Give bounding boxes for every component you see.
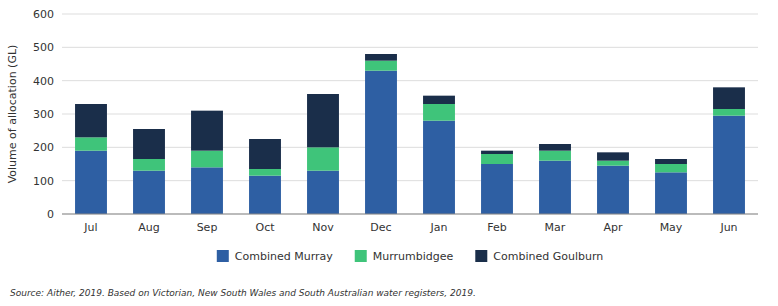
bar-segment bbox=[307, 94, 339, 147]
bar-segment bbox=[365, 71, 397, 214]
y-tick-label: 300 bbox=[33, 108, 54, 121]
bar-segment bbox=[655, 172, 687, 214]
grid bbox=[62, 14, 758, 214]
x-tick-label: Apr bbox=[603, 221, 623, 234]
bar-segment bbox=[365, 54, 397, 61]
bar-segment bbox=[481, 164, 513, 214]
x-tick-label: Feb bbox=[487, 221, 506, 234]
bar-segment bbox=[75, 104, 107, 137]
source-note: Source: Aither, 2019. Based on Victorian… bbox=[10, 288, 476, 298]
bar-segment bbox=[191, 111, 223, 151]
y-tick-label: 100 bbox=[33, 175, 54, 188]
bar-segment bbox=[539, 161, 571, 214]
legend-label: Murrumbidgee bbox=[373, 250, 454, 263]
legend-swatch bbox=[355, 250, 367, 262]
bar-segment bbox=[597, 161, 629, 166]
bar-segment bbox=[423, 96, 455, 104]
bar-segment bbox=[423, 121, 455, 214]
chart-container: 0 100 200 300 400 500 600 Volume of allocation … bbox=[0, 0, 778, 306]
bar-segment bbox=[191, 151, 223, 168]
x-tick-label: Dec bbox=[370, 221, 391, 234]
legend: Combined Murray Murrumbidgee Combined Goul… bbox=[217, 250, 603, 263]
x-tick-label: Nov bbox=[312, 221, 334, 234]
bar-segment bbox=[75, 151, 107, 214]
bar-segment bbox=[713, 109, 745, 116]
x-tick-label: May bbox=[660, 221, 683, 234]
grid-line bbox=[62, 147, 758, 148]
x-tick-label: Jan bbox=[430, 221, 448, 234]
bar-segment bbox=[539, 144, 571, 151]
legend-item: Combined Murray bbox=[217, 250, 333, 263]
bar-segment bbox=[191, 167, 223, 214]
bar-segment bbox=[133, 159, 165, 171]
bar-segment bbox=[481, 151, 513, 154]
legend-label: Combined Murray bbox=[235, 250, 333, 263]
bar-segment bbox=[133, 129, 165, 159]
legend-swatch bbox=[475, 250, 487, 262]
bar-segment bbox=[597, 166, 629, 214]
y-tick-label: 600 bbox=[33, 8, 54, 21]
grid-line bbox=[62, 114, 758, 115]
grid-line bbox=[62, 14, 758, 15]
legend-item: Combined Goulburn bbox=[475, 250, 603, 263]
bar-segment bbox=[423, 104, 455, 121]
bar-segment bbox=[307, 147, 339, 170]
bar-segment bbox=[655, 159, 687, 164]
x-axis-line bbox=[62, 214, 758, 215]
bar-segment bbox=[597, 152, 629, 160]
x-tick-label: Mar bbox=[545, 221, 566, 234]
bar-segment bbox=[713, 87, 745, 109]
bar-segment bbox=[133, 171, 165, 214]
bar-segment bbox=[481, 154, 513, 164]
x-tick-label: Sep bbox=[197, 221, 218, 234]
y-tick-label: 400 bbox=[33, 75, 54, 88]
bar-segment bbox=[365, 61, 397, 71]
bar-segment bbox=[713, 116, 745, 214]
bar-segment bbox=[249, 139, 281, 169]
x-tick-label: Jul bbox=[83, 221, 97, 234]
bar-segment bbox=[249, 169, 281, 176]
bar-segment bbox=[655, 164, 687, 172]
bar-segment bbox=[539, 151, 571, 161]
y-tick-label: 200 bbox=[33, 141, 54, 154]
grid-line bbox=[62, 180, 758, 181]
legend-label: Combined Goulburn bbox=[493, 250, 603, 263]
bar-segment bbox=[249, 176, 281, 214]
legend-swatch bbox=[217, 250, 229, 262]
x-tick-label: Aug bbox=[138, 221, 159, 234]
y-axis-label: Volume of allocation (GL) bbox=[6, 45, 19, 184]
x-tick-label: Jun bbox=[719, 221, 737, 234]
y-tick-label: 0 bbox=[47, 208, 54, 221]
grid-line bbox=[62, 47, 758, 48]
x-axis: Jul Aug Sep Oct Nov Dec Jan Feb Mar Apr May Jun bbox=[62, 214, 758, 234]
legend-item: Murrumbidgee bbox=[355, 250, 454, 263]
y-tick-label: 500 bbox=[33, 41, 54, 54]
bar-segment bbox=[75, 137, 107, 150]
y-axis: 0 100 200 300 400 500 600 bbox=[33, 8, 54, 221]
bar-segment bbox=[307, 171, 339, 214]
grid-line bbox=[62, 214, 758, 215]
grid-line bbox=[62, 80, 758, 81]
chart: 0 100 200 300 400 500 600 Volume of allocation … bbox=[0, 0, 778, 306]
x-tick-label: Oct bbox=[255, 221, 275, 234]
bars bbox=[75, 54, 745, 214]
